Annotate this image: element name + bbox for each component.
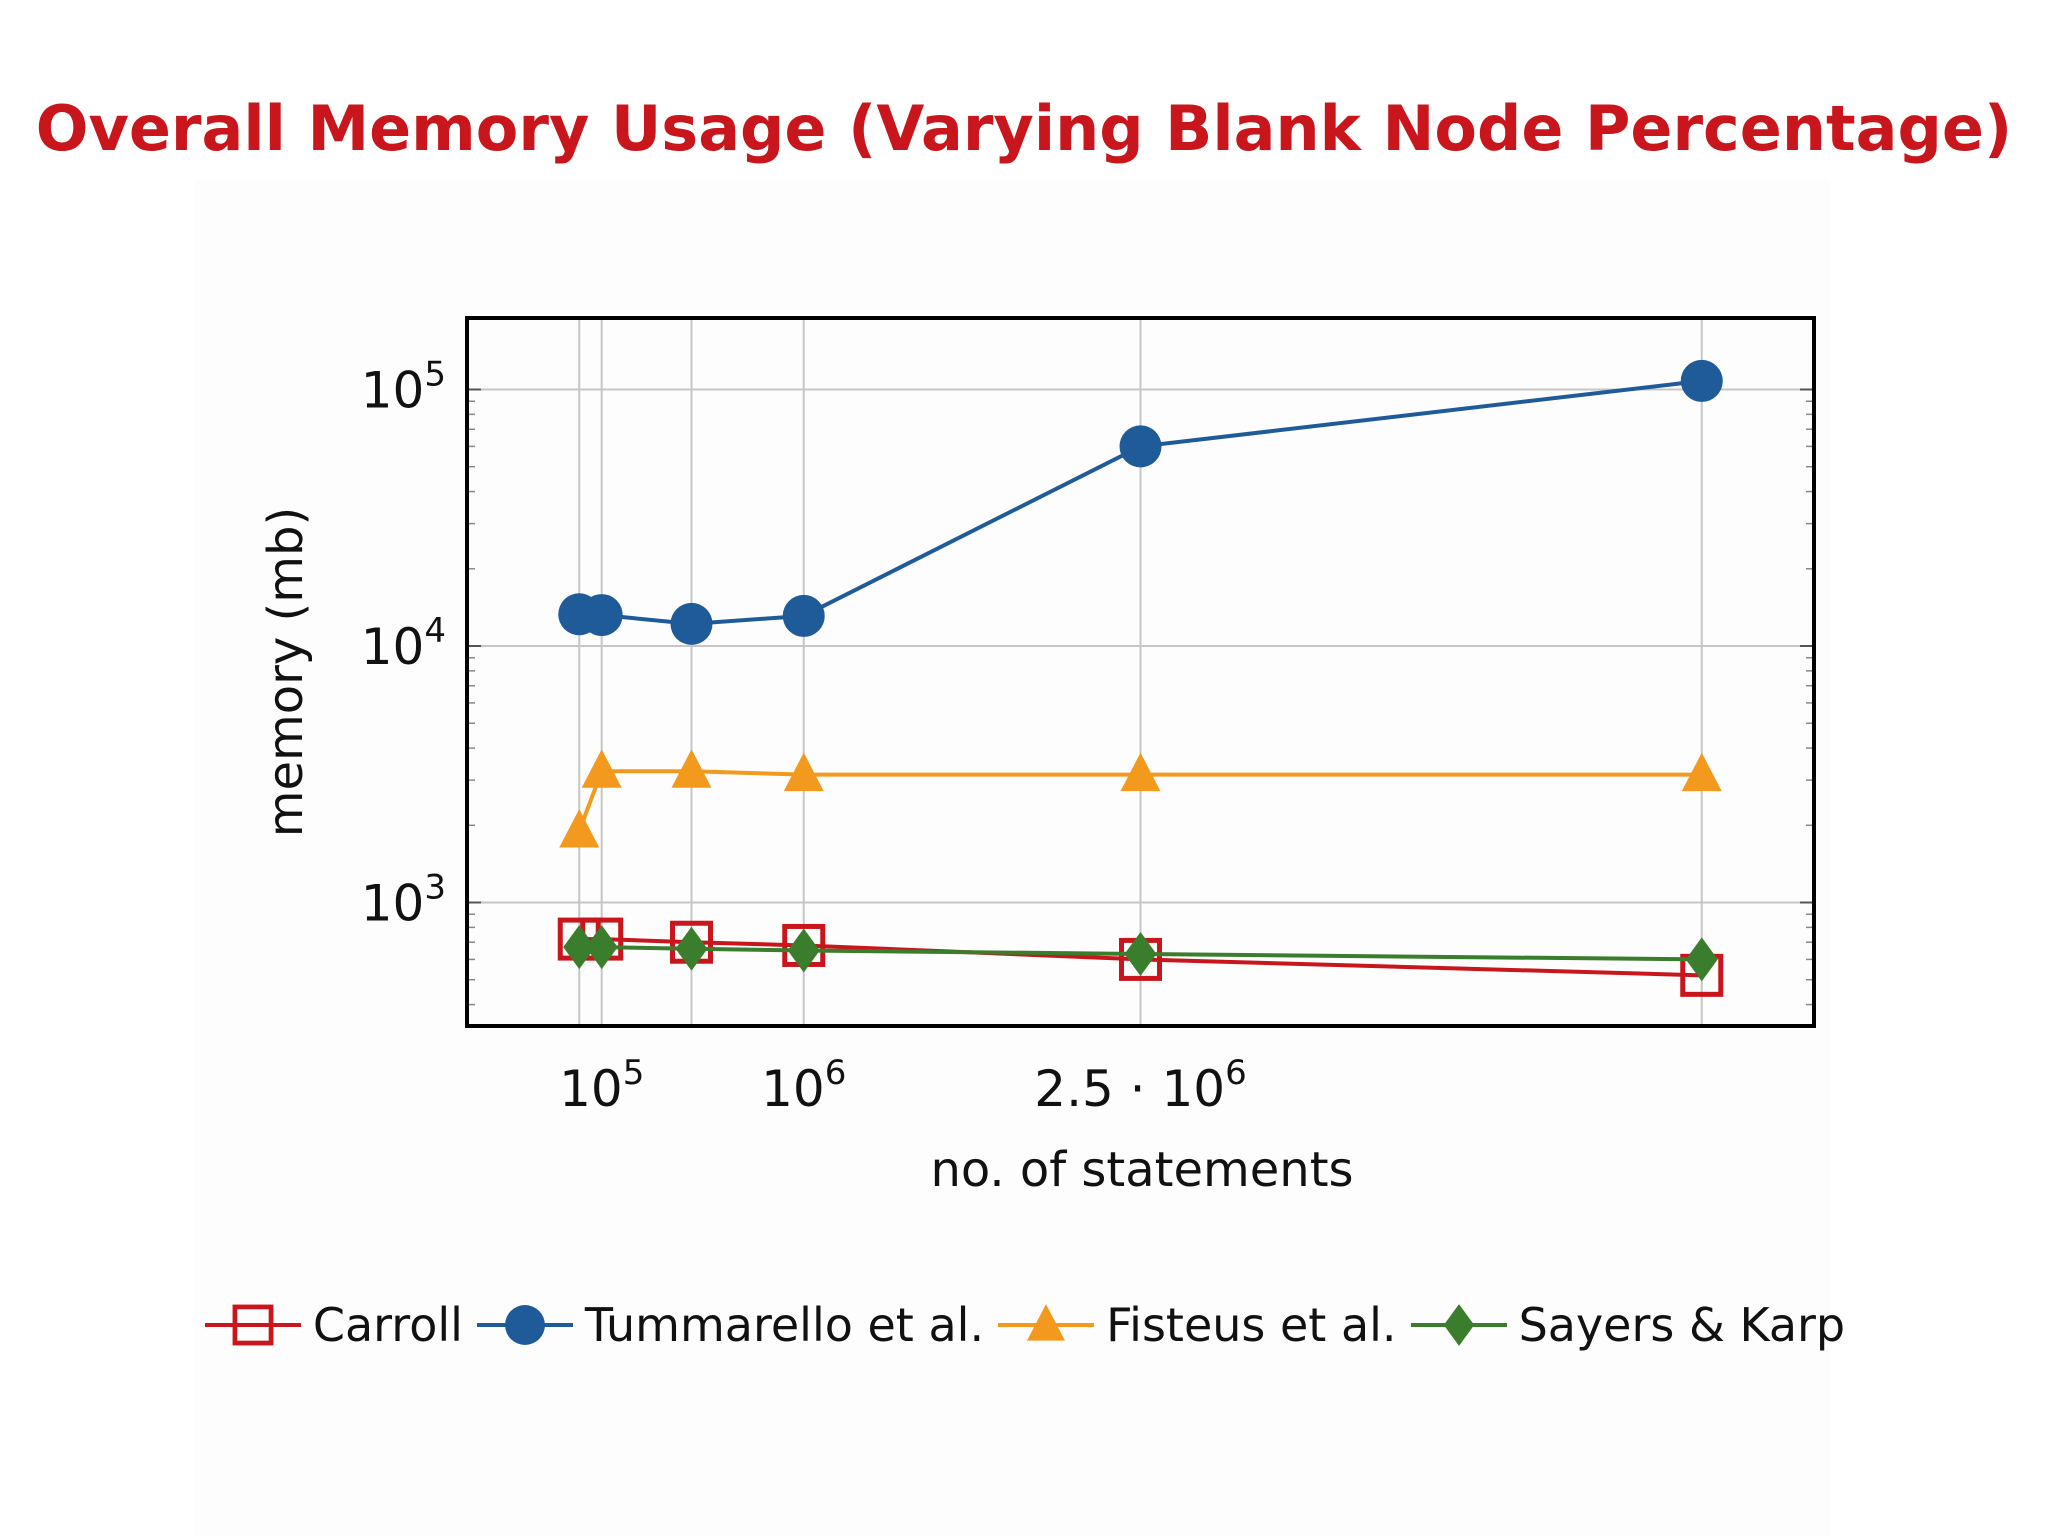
tick-labels: 105 106 2.5 · 106 103 104 105 [361, 355, 1247, 1118]
data-point [1119, 425, 1162, 468]
series-fisteus-et-al- [559, 749, 1722, 848]
data-point [1120, 752, 1161, 792]
legend-label: Tummarello et al. [584, 1298, 985, 1352]
legend-item: Carroll [203, 1295, 463, 1355]
data-point [671, 749, 712, 788]
legend-item: Sayers & Karp [1409, 1295, 1846, 1355]
x-axis-title: no. of statements [930, 1142, 1353, 1198]
legend-marker [232, 1304, 274, 1346]
legend-marker [504, 1305, 545, 1345]
plot-frame [465, 316, 1816, 1028]
data-point [675, 926, 708, 971]
data-point [783, 752, 824, 792]
x-tick-label: 105 [559, 1053, 644, 1118]
data-point [581, 749, 622, 788]
y-tick-label: 105 [361, 355, 446, 420]
legend-swatch [998, 1304, 1095, 1341]
y-tick-label: 103 [361, 867, 446, 932]
data-point [782, 594, 825, 637]
legend-swatch [476, 1305, 573, 1345]
legend-label: Carroll [312, 1298, 463, 1352]
data-point [670, 602, 713, 645]
x-tick-label: 2.5 · 106 [1034, 1053, 1246, 1118]
legend-label: Sayers & Karp [1518, 1298, 1846, 1352]
legend-item: Tummarello et al. [475, 1295, 984, 1355]
legend-item: Fisteus et al. [996, 1295, 1397, 1355]
legend-marker [1027, 1304, 1066, 1341]
y-tick-label: 104 [361, 611, 446, 676]
series-tummarello-et-al- [558, 359, 1723, 645]
legend: Carroll Tummarello et al. Fisteus et al. Sa… [0, 1295, 2048, 1355]
data-point [787, 928, 820, 973]
data-point [1124, 931, 1157, 976]
page-title: Overall Memory Usage (Varying Blank Node… [35, 92, 2013, 165]
legend-swatch [1410, 1304, 1507, 1346]
legend-swatch [204, 1304, 301, 1346]
data-point [1685, 937, 1718, 982]
y-axis-title: memory (mb) [258, 507, 314, 838]
legend-marker [1443, 1304, 1474, 1346]
series-sayers-karp [563, 925, 1718, 982]
data-point [563, 925, 596, 970]
data-point [559, 808, 600, 848]
series-layer [557, 359, 1724, 997]
data-point [580, 594, 623, 637]
legend-label: Fisteus et al. [1106, 1298, 1397, 1352]
data-point [585, 925, 618, 970]
grid-lines [467, 318, 1814, 1026]
data-point [1680, 359, 1723, 402]
x-tick-label: 106 [761, 1053, 846, 1118]
data-point [1681, 752, 1722, 792]
